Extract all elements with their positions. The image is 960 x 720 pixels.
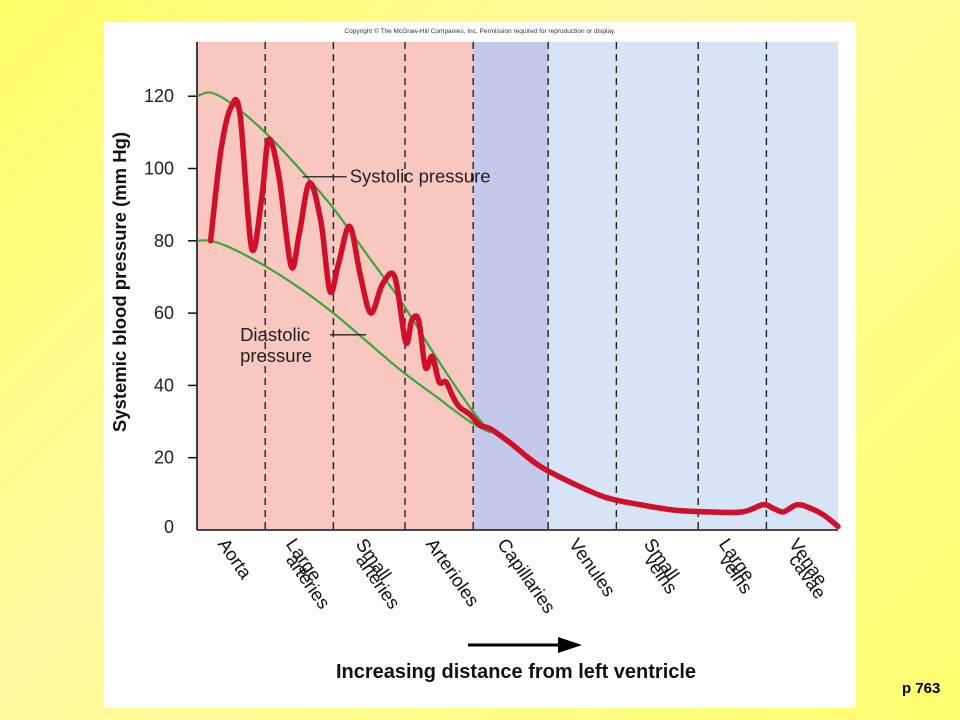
y-tick-label: 120	[144, 86, 174, 106]
y-axis-label: Systemic blood pressure (mm Hg)	[109, 132, 130, 432]
diastolic-pressure-envelope-line	[196, 239, 491, 434]
y-tick-label: 60	[154, 303, 174, 323]
page-number: p 763	[902, 680, 941, 697]
y-tick-label: 100	[144, 159, 174, 179]
direction-arrow-icon	[558, 637, 582, 653]
region-arterioles	[404, 42, 474, 530]
region-capillaries	[473, 42, 549, 530]
x-axis-label: Increasing distance from left ventricle	[336, 661, 696, 683]
region-label-line: Arterioles	[422, 534, 484, 610]
y-tick-label: 20	[154, 448, 174, 468]
region-label-line: Venules	[565, 534, 620, 600]
systolic-pressure-envelope-line	[196, 91, 492, 434]
region-large-veins	[698, 42, 767, 530]
blood-pressure-trace	[207, 96, 841, 530]
y-tick-label: 80	[154, 231, 174, 251]
region-label-aorta: Aorta	[214, 534, 257, 583]
blood-pressure-chart: Copyright © The McGraw-Hill Companies, I…	[109, 27, 841, 683]
figure-panel: Copyright © The McGraw-Hill Companies, I…	[104, 22, 856, 708]
y-tick-label: 40	[154, 375, 174, 395]
region-large-arteries	[265, 42, 334, 530]
region-small-veins	[616, 42, 699, 530]
annotation-text: pressure	[240, 345, 312, 366]
region-label-line: Aorta	[214, 534, 257, 583]
region-label-line: Capillaries	[493, 534, 560, 617]
annotation-text: Diastolic	[240, 324, 310, 345]
region-label-arterioles: Arterioles	[422, 534, 484, 610]
annotation-systolic-pressure: Systolic pressure	[302, 166, 491, 187]
region-venae-cavae	[766, 42, 838, 530]
region-small-arteries	[333, 42, 405, 530]
y-tick-label: 0	[164, 517, 174, 537]
annotation-text: Systolic pressure	[350, 166, 491, 187]
region-venules	[548, 42, 617, 530]
region-label-capillaries: Capillaries	[493, 534, 560, 617]
region-label-venules: Venules	[565, 534, 620, 600]
region-aorta	[197, 42, 266, 530]
copyright-notice: Copyright © The McGraw-Hill Companies, I…	[344, 27, 615, 35]
